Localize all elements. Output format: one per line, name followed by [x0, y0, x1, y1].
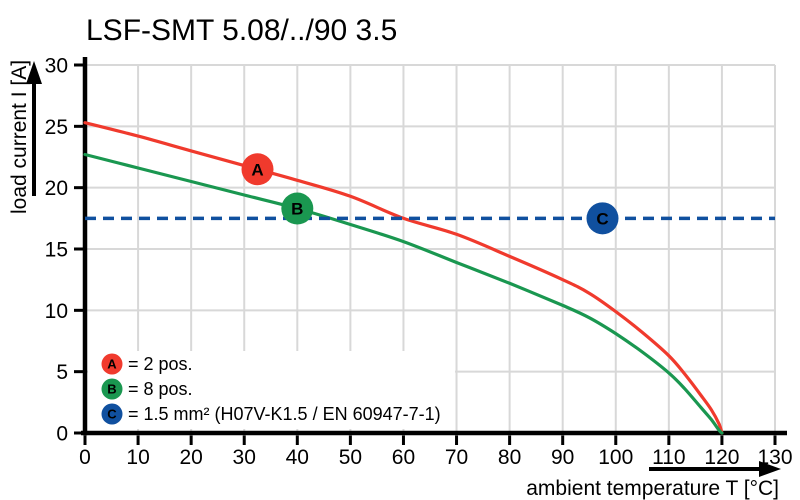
marker-c-letter: C	[596, 209, 608, 228]
x-tick-label-30: 30	[233, 446, 256, 469]
legend-symbol-b	[101, 378, 123, 400]
y-axis-title: load current I [A]	[8, 60, 31, 214]
legend-item-text: = 8 pos.	[128, 379, 193, 399]
x-tick-label-110: 110	[652, 446, 685, 469]
x-tick-label-80: 80	[498, 446, 521, 469]
legend-item-c: C = 1.5 mm² (H07V-K1.5 / EN 60947-7-1)	[101, 403, 441, 425]
legend-item-text: = 2 pos.	[128, 354, 193, 374]
legend-symbol-c	[101, 403, 123, 425]
curve-markers: A B C	[241, 153, 619, 235]
x-tick-label-20: 20	[179, 446, 202, 469]
x-tick-label-70: 70	[445, 446, 468, 469]
y-tick-label-15: 15	[45, 239, 68, 262]
curve-b-8pos	[83, 152, 724, 435]
y-tick-label-5: 5	[56, 361, 68, 384]
legend-background	[88, 351, 455, 429]
legend-symbol-letter: B	[107, 382, 116, 397]
marker-c-circle	[586, 202, 619, 235]
legend-symbol-letter: A	[107, 357, 117, 372]
x-axis-title: ambient temperature T [°C]	[526, 477, 779, 500]
chart-title: LSF-SMT 5.08/../90 3.5	[86, 14, 397, 47]
y-tick-label-0: 0	[56, 423, 68, 446]
legend-item-a: A = 2 pos.	[101, 353, 193, 375]
x-axis-title-group: ambient temperature T [°C]	[526, 461, 781, 500]
legend-item-b: B = 8 pos.	[101, 378, 193, 400]
marker-b-letter: B	[291, 200, 303, 219]
y-tick-label-25: 25	[45, 116, 68, 139]
marker-b: B	[281, 192, 314, 225]
y-tick-label-20: 20	[45, 177, 68, 200]
x-tick-label-60: 60	[392, 446, 415, 469]
x-tick-label-50: 50	[339, 446, 362, 469]
x-tick-label-0: 0	[79, 446, 91, 469]
y-axis-arrow-icon	[26, 61, 42, 196]
x-tick-label-90: 90	[551, 446, 574, 469]
marker-a-letter: A	[251, 160, 263, 179]
x-tick-label-120: 120	[704, 446, 739, 469]
legend-symbol-letter: C	[107, 407, 117, 422]
x-axis-arrow-icon	[649, 461, 781, 477]
y-tick-label-30: 30	[45, 55, 68, 78]
axes: 0 10 20 30 40 50 60 70 80 90 100 110 120 130 0 5 10 15 20 2…	[45, 55, 793, 470]
x-tick-label-40: 40	[286, 446, 309, 469]
legend-item-text: = 1.5 mm² (H07V-K1.5 / EN 60947-7-1)	[128, 404, 441, 424]
marker-a: A	[241, 153, 274, 186]
y-tick-label-10: 10	[45, 300, 68, 323]
x-tick-label-100: 100	[598, 446, 633, 469]
marker-a-circle	[241, 153, 274, 186]
marker-b-circle	[281, 192, 314, 225]
marker-c: C	[586, 202, 619, 235]
x-tick-label-130: 130	[757, 446, 792, 469]
legend: A = 2 pos. B = 8 pos. C = 1.5 mm² (H07V-K1.5 …	[88, 351, 455, 429]
x-tick-label-10: 10	[126, 446, 149, 469]
y-axis-title-group: load current I [A]	[8, 60, 42, 214]
legend-symbol-a	[101, 353, 123, 375]
